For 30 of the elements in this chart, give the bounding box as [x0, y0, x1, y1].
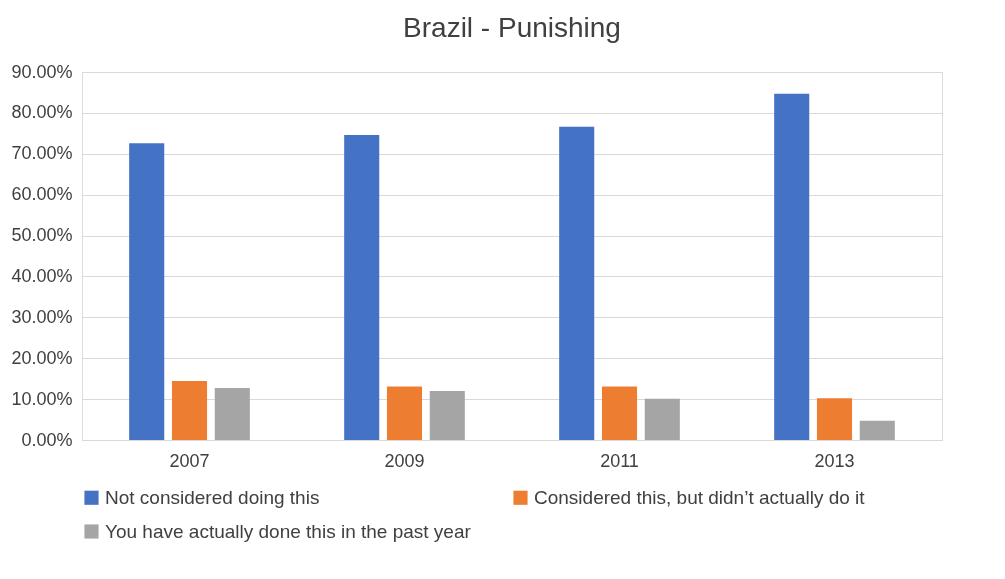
x-tick-label: 2009: [384, 450, 425, 471]
y-tick-label: 90.00%: [11, 61, 73, 82]
legend-label: Not considered doing this: [105, 486, 320, 508]
bar: [344, 134, 380, 440]
y-tick-label: 80.00%: [11, 102, 73, 123]
y-tick-label: 30.00%: [11, 306, 73, 327]
bar: [214, 388, 250, 440]
chart-title: Brazil - Punishing: [403, 12, 621, 43]
legend-label: Considered this, but didn’t actually do it: [534, 486, 866, 508]
bar: [129, 143, 165, 440]
y-tick-label: 70.00%: [11, 143, 73, 164]
bar: [859, 420, 895, 440]
y-tick-label: 50.00%: [11, 225, 73, 246]
bar: [816, 398, 853, 440]
x-tick-label: 2011: [600, 450, 639, 471]
bar: [559, 126, 595, 440]
y-tick-label: 10.00%: [11, 388, 73, 409]
bar: [644, 398, 680, 440]
y-tick-label: 20.00%: [11, 347, 73, 368]
y-tick-label: 40.00%: [11, 265, 73, 286]
legend-label: You have actually done this in the past year: [105, 520, 472, 542]
bar: [386, 386, 423, 440]
y-tick-label: 60.00%: [11, 184, 73, 205]
x-tick-label: 2013: [814, 450, 855, 471]
bar: [601, 386, 638, 440]
x-tick-label: 2007: [169, 450, 210, 471]
bar: [171, 381, 208, 440]
bar: [774, 93, 810, 440]
y-tick-label: 0.00%: [21, 429, 73, 450]
bar: [429, 390, 465, 440]
